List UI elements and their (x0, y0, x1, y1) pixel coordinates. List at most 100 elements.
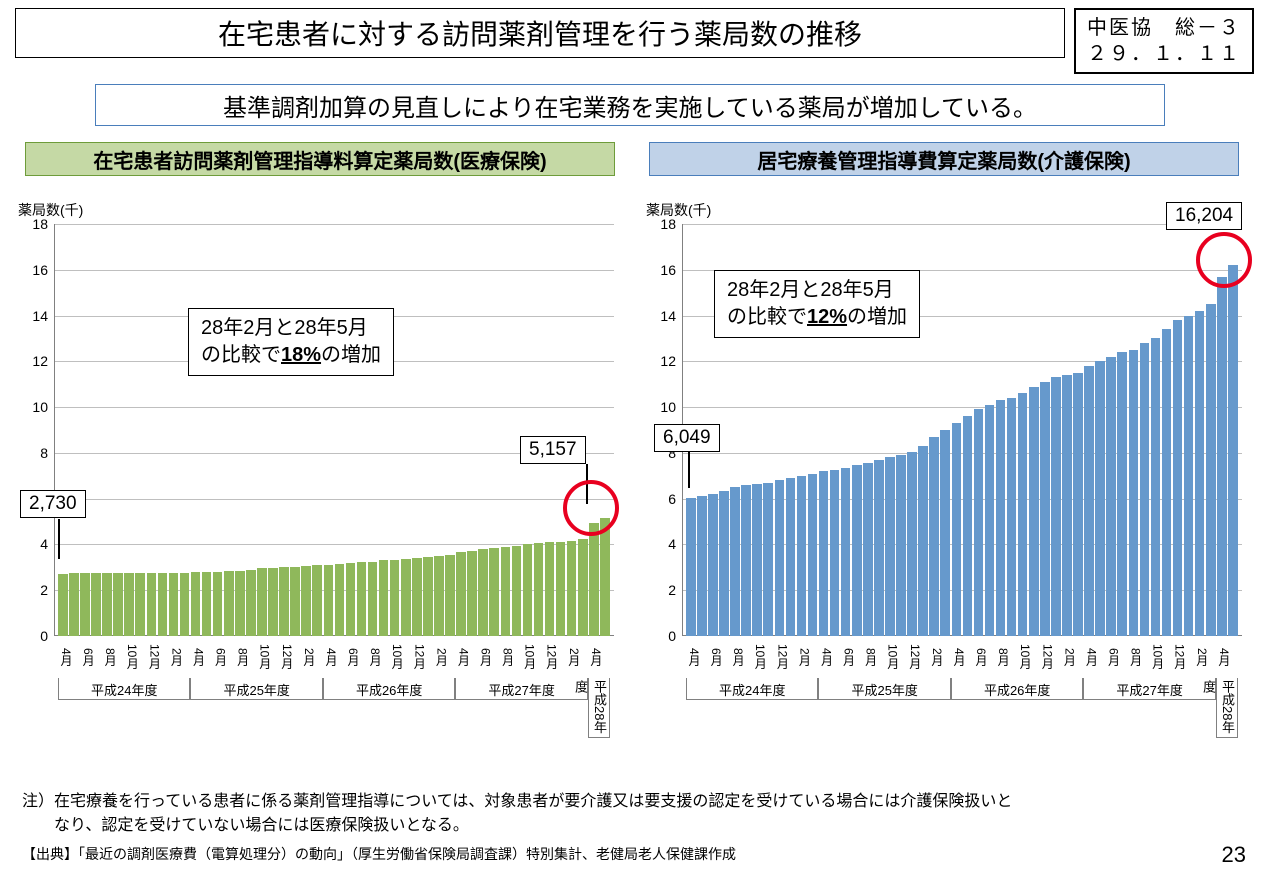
y-tick: 10 (646, 399, 676, 415)
bar (346, 563, 356, 636)
x-tick: 4月 (1216, 640, 1233, 674)
x-tick: 12月 (279, 640, 296, 674)
year-group: 平成26年度 (951, 678, 1083, 700)
x-tick: 12月 (1172, 640, 1189, 674)
page-title: 在宅患者に対する訪問薬剤管理を行う薬局数の推移 (15, 8, 1065, 58)
bar (113, 573, 123, 636)
bar (1184, 316, 1194, 636)
bar (918, 446, 928, 636)
bar (808, 474, 818, 637)
y-tick: 2 (18, 582, 48, 598)
x-tick: 2月 (433, 640, 450, 674)
bar (489, 548, 499, 636)
x-tick: 4月 (455, 640, 472, 674)
y-tick: 0 (18, 628, 48, 644)
bar (775, 480, 785, 636)
bar (268, 568, 278, 636)
bar (158, 573, 168, 636)
y-tick: 6 (646, 491, 676, 507)
year-group: 平成24年度 (58, 678, 190, 700)
x-tick: 12月 (411, 640, 428, 674)
year-group: 平成28年度 (1216, 678, 1238, 738)
bar (357, 562, 367, 636)
x-tick: 8月 (995, 640, 1012, 674)
x-tick: 4月 (686, 640, 703, 674)
bar (1217, 277, 1227, 636)
bar (1073, 373, 1083, 636)
year-group: 平成27年度 (1083, 678, 1215, 700)
bar (1051, 377, 1061, 636)
bar (279, 567, 289, 636)
bar (69, 573, 79, 636)
year-group: 平成28年度 (588, 678, 610, 738)
bar (952, 423, 962, 636)
y-tick: 14 (646, 308, 676, 324)
footnote: 注）在宅療養を行っている患者に係る薬剤管理指導については、対象患者が要介護又は要… (22, 790, 1012, 838)
bar (169, 573, 179, 636)
x-tick: 8月 (1128, 640, 1145, 674)
x-tick: 2月 (301, 640, 318, 674)
bar (567, 541, 577, 636)
x-tick: 8月 (235, 640, 252, 674)
bar (600, 518, 610, 636)
bar (534, 543, 544, 636)
x-tick: 12月 (907, 640, 924, 674)
bar (1040, 382, 1050, 636)
x-tick: 10月 (257, 640, 274, 674)
bar (58, 574, 68, 636)
bar (841, 468, 851, 636)
bar (819, 471, 829, 636)
bar (589, 523, 599, 636)
bar (1029, 387, 1039, 636)
bar (885, 457, 895, 636)
x-tick: 8月 (863, 640, 880, 674)
bar (730, 487, 740, 636)
bar (478, 549, 488, 636)
y-tick: 12 (646, 353, 676, 369)
bar (1206, 304, 1216, 636)
bar (368, 562, 378, 636)
bar (124, 573, 134, 636)
highlight-circle-icon (1196, 232, 1252, 288)
year-group: 平成24年度 (686, 678, 818, 700)
chart-right-header: 居宅療養管理指導費算定薬局数(介護保険) (649, 142, 1239, 176)
bar (501, 547, 511, 636)
x-tick: 10月 (1017, 640, 1034, 674)
bar (1228, 265, 1238, 636)
x-tick: 2月 (796, 640, 813, 674)
bar (996, 400, 1006, 636)
highlight-circle-icon (563, 480, 619, 536)
bar (830, 470, 840, 636)
bar (1140, 343, 1150, 636)
x-tick: 2月 (1194, 640, 1211, 674)
bar (80, 573, 90, 636)
x-tick: 2月 (929, 640, 946, 674)
bar (786, 478, 796, 636)
bar (445, 555, 455, 636)
year-group: 平成25年度 (190, 678, 322, 700)
bar (301, 566, 311, 636)
end-value-label: 16,204 (1166, 202, 1242, 230)
bar (312, 565, 322, 636)
year-group: 平成26年度 (323, 678, 455, 700)
x-tick (1233, 640, 1238, 674)
x-tick: 6月 (708, 640, 725, 674)
bar (1151, 338, 1161, 636)
bar (896, 455, 906, 636)
bar (763, 483, 773, 636)
x-tick: 2月 (1061, 640, 1078, 674)
source-citation: 【出典】「最近の調剤医療費（電算処理分）の動向」（厚生労働省保険局調査課）特別集… (22, 844, 736, 864)
bar (180, 573, 190, 636)
bar (863, 463, 873, 636)
start-value-label: 6,049 (654, 424, 720, 452)
callout: 28年2月と28年5月の比較で12%の増加 (714, 270, 920, 338)
y-tick: 14 (18, 308, 48, 324)
x-tick: 10月 (1150, 640, 1167, 674)
subtitle: 基準調剤加算の見直しにより在宅業務を実施している薬局が増加している。 (95, 84, 1165, 126)
bar (1062, 375, 1072, 636)
bar (512, 546, 522, 636)
bar (1162, 329, 1172, 636)
y-tick: 0 (646, 628, 676, 644)
bar (985, 405, 995, 636)
bar (556, 542, 566, 636)
